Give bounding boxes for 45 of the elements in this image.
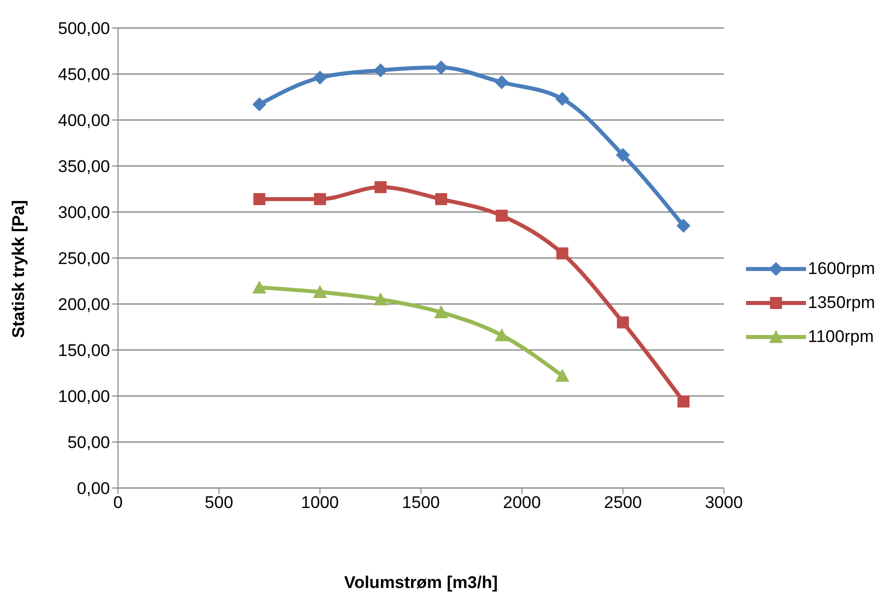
y-tick-label: 350,00 (58, 157, 110, 176)
x-axis-title: Volumstrøm [m3/h] (344, 573, 498, 592)
point (678, 396, 690, 408)
point (494, 75, 509, 90)
point (494, 328, 509, 342)
point (252, 97, 266, 112)
legend-label: 1600rpm (808, 259, 875, 279)
point (434, 305, 448, 318)
point (374, 292, 388, 306)
point (253, 193, 266, 206)
point (434, 60, 448, 75)
y-tick-label: 250,00 (58, 249, 110, 268)
y-tick-label: 50,00 (67, 433, 110, 452)
point (374, 63, 388, 78)
y-tick-label: 100,00 (58, 387, 110, 406)
y-tick-label: 500,00 (58, 19, 110, 38)
point (312, 70, 327, 85)
legend-label: 1350rpm (808, 293, 875, 313)
point (374, 181, 387, 194)
point (435, 193, 448, 206)
y-axis-title: Statisk trykk [Pa] (9, 200, 28, 338)
point (314, 193, 326, 206)
point (312, 285, 327, 298)
x-tick-label: 1000 (301, 493, 339, 512)
y-tick-label: 0,00 (76, 479, 110, 498)
x-tick-label: 0 (113, 493, 123, 512)
y-tick-label: 150,00 (58, 341, 110, 360)
y-tick-label: 200,00 (58, 295, 110, 314)
point (555, 92, 570, 106)
point (496, 210, 508, 222)
x-tick-label: 500 (204, 493, 234, 512)
x-tick-label: 2000 (503, 493, 541, 512)
point (616, 316, 629, 328)
y-tick-label: 400,00 (58, 111, 110, 130)
x-tick-label: 2500 (604, 493, 642, 512)
point (555, 368, 570, 382)
point (616, 148, 630, 162)
x-tick-label: 1500 (402, 493, 440, 512)
x-tick-label: 3000 (704, 493, 743, 512)
y-tick-label: 450,00 (58, 65, 110, 84)
point (252, 280, 266, 294)
y-tick-label: 300,00 (58, 203, 110, 222)
legend-label: 1100rpm (808, 327, 874, 347)
point (556, 247, 568, 260)
point (676, 218, 690, 233)
